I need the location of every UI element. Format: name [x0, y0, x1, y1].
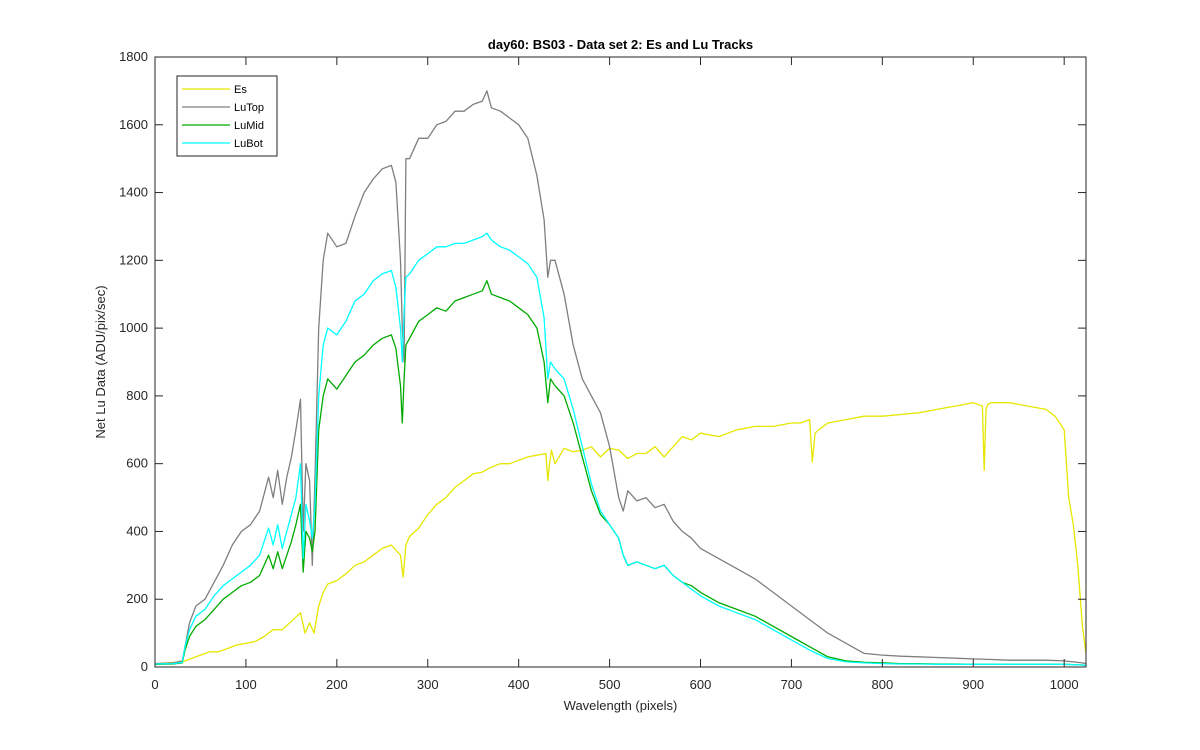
y-axis-label: Net Lu Data (ADU/pix/sec) — [93, 285, 108, 438]
y-axis: 0 200 400 600 800 1000 1200 1400 1600 1800 — [119, 49, 1086, 674]
y-tick-label: 1600 — [119, 117, 148, 132]
legend-label: LuMid — [234, 120, 264, 132]
y-tick-label: 800 — [126, 388, 148, 403]
x-tick-label: 700 — [781, 677, 803, 692]
y-tick-label: 1200 — [119, 252, 148, 267]
y-tick-label: 400 — [126, 523, 148, 538]
x-tick-label: 300 — [417, 677, 439, 692]
x-tick-label: 0 — [151, 677, 158, 692]
x-tick-label: 900 — [962, 677, 984, 692]
x-tick-label: 600 — [690, 677, 712, 692]
x-axis-label: Wavelength (pixels) — [564, 698, 678, 713]
series-line-lutop — [154, 90, 1087, 665]
series-line-es — [154, 402, 1087, 665]
legend-label: LuBot — [234, 138, 263, 150]
series-line-lubot — [154, 232, 1087, 666]
x-tick-label: 500 — [599, 677, 621, 692]
x-tick-label: 800 — [871, 677, 893, 692]
plot-frame — [154, 56, 1087, 668]
y-tick-label: 200 — [126, 591, 148, 606]
legend-label: LuTop — [234, 102, 264, 114]
legend-label: Es — [234, 84, 247, 96]
y-tick-label: 1000 — [119, 320, 148, 335]
y-tick-label: 1800 — [119, 49, 148, 64]
x-tick-label: 100 — [235, 677, 257, 692]
x-tick-label: 1000 — [1050, 677, 1079, 692]
series-layer — [154, 90, 1087, 666]
legend: Es LuTop LuMid LuBot — [176, 75, 278, 157]
x-axis: 0 100 200 300 400 500 600 700 800 900 1000 — [151, 57, 1079, 692]
y-tick-label: 600 — [126, 456, 148, 471]
y-tick-label: 0 — [141, 659, 148, 674]
series-line-lumid — [154, 280, 1087, 666]
chart-title: day60: BS03 - Data set 2: Es and Lu Trac… — [488, 37, 753, 52]
y-tick-label: 1400 — [119, 185, 148, 200]
x-tick-label: 400 — [508, 677, 530, 692]
x-tick-label: 200 — [326, 677, 348, 692]
